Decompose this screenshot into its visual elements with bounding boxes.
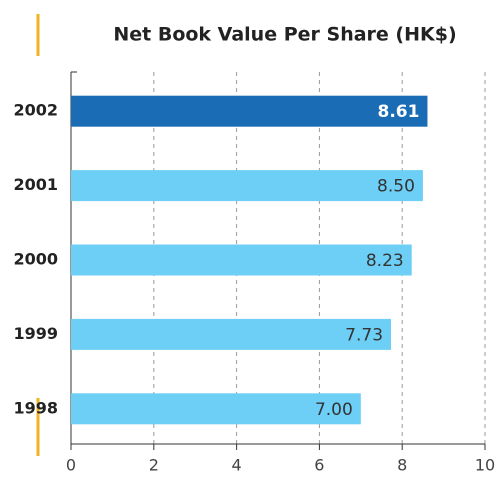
chart-title: Net Book Value Per Share (HK$): [113, 24, 456, 46]
value-label: 7.73: [345, 325, 383, 345]
x-tick-label: 4: [232, 456, 242, 475]
y-tick-label: 2002: [13, 101, 58, 120]
x-tick-label: 10: [475, 456, 495, 475]
y-tick-label: 1999: [13, 324, 58, 343]
x-tick-label: 8: [397, 456, 407, 475]
value-label: 7.00: [315, 400, 353, 420]
value-label: 8.50: [377, 177, 415, 197]
y-tick-label: 1998: [13, 398, 58, 417]
x-tick-label: 0: [66, 456, 76, 475]
value-label: 8.23: [366, 251, 404, 271]
bar: [71, 318, 392, 350]
bar: [71, 393, 361, 425]
bar: [71, 170, 423, 202]
bar: [71, 244, 412, 276]
value-label: 8.61: [378, 102, 420, 122]
x-tick-label: 6: [314, 456, 324, 475]
y-tick-label: 2000: [13, 250, 58, 269]
y-tick-label: 2001: [13, 175, 58, 194]
bar: [71, 95, 428, 127]
x-tick-label: 2: [149, 456, 159, 475]
